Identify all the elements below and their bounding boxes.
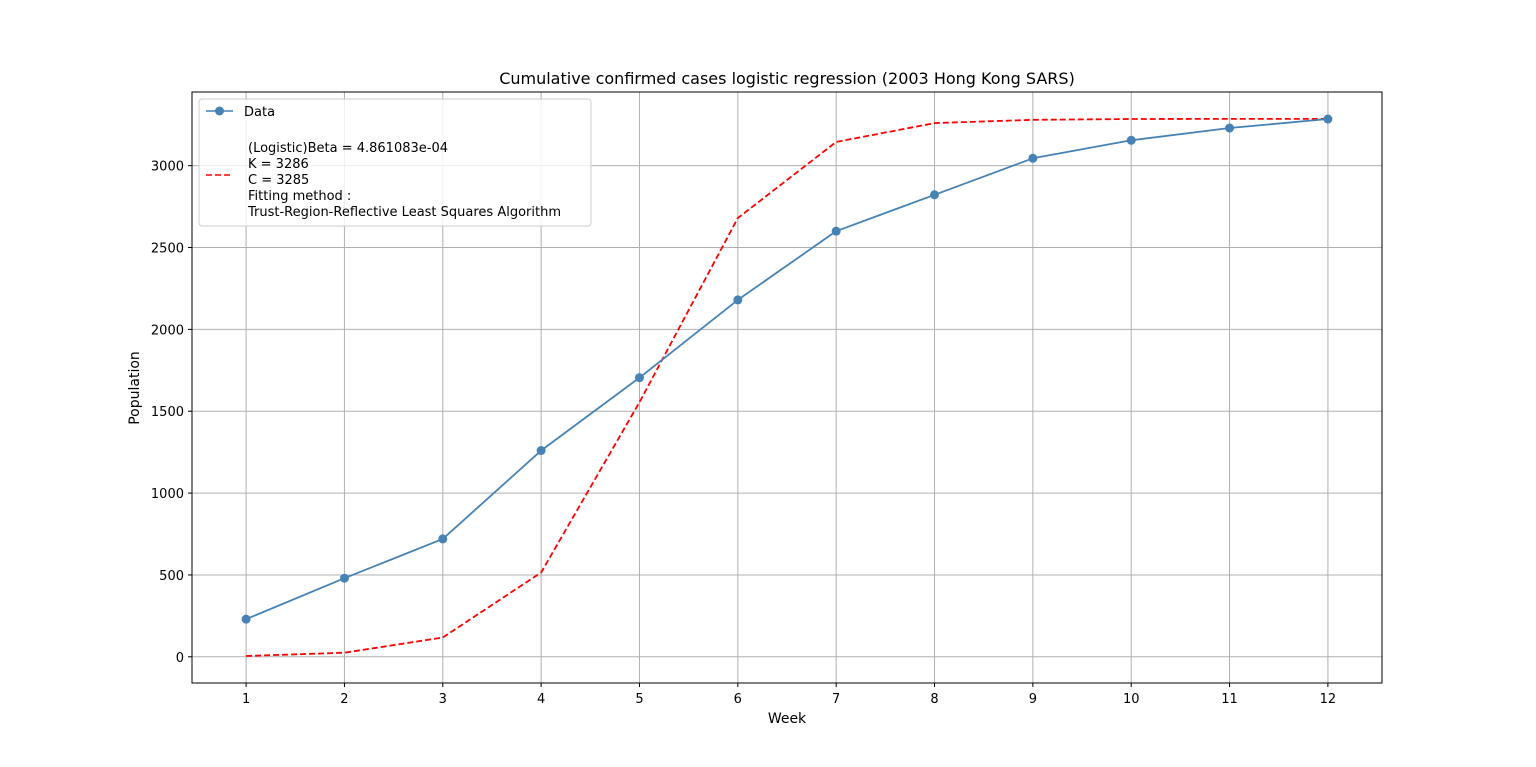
x-tick-label: 9 (1029, 692, 1037, 707)
x-axis: 1 2 3 4 5 6 7 8 9 10 11 12 (242, 683, 1336, 707)
x-tick-label: 4 (537, 692, 545, 707)
y-tick-label: 2000 (151, 323, 184, 338)
x-tick-label: 3 (439, 692, 447, 707)
fit-series-line (246, 117, 1328, 657)
plot-frame (191, 91, 1383, 684)
data-point (1028, 153, 1038, 163)
legend-data-label: Data (244, 105, 275, 120)
x-tick-label: 2 (340, 692, 348, 707)
x-tick-label: 1 (242, 692, 250, 707)
data-point (1225, 123, 1235, 133)
x-tick-label: 5 (635, 692, 643, 707)
y-tick-label: 2500 (151, 242, 184, 257)
y-axis: 0 500 1000 1500 2000 2500 3000 (151, 160, 192, 666)
legend-fit-line-3: C = 3285 (248, 173, 309, 188)
data-point (1126, 135, 1136, 145)
legend-fit-line-4: Fitting method : (248, 189, 351, 204)
data-point (733, 295, 743, 305)
data-point (831, 226, 841, 236)
legend-data-marker-sample (215, 106, 224, 116)
x-tick-label: 12 (1320, 692, 1337, 707)
data-point (1323, 114, 1333, 124)
y-tick-label: 0 (176, 651, 184, 666)
legend-fit-line-5: Trust-Region-Reflective Least Squares Al… (247, 205, 561, 220)
legend-fit-line-2: K = 3286 (248, 157, 309, 172)
data-point (438, 534, 448, 544)
x-tick-label: 6 (734, 692, 742, 707)
x-axis-title: Week (768, 711, 807, 727)
chart-title: Cumulative confirmed cases logistic regr… (499, 69, 1075, 88)
legend-box (198, 98, 592, 227)
y-tick-label: 500 (159, 569, 184, 584)
y-tick-label: 1500 (151, 405, 184, 420)
data-point (241, 614, 251, 624)
series-layer (241, 114, 1333, 657)
x-tick-label: 10 (1123, 692, 1140, 707)
x-tick-label: 8 (930, 692, 938, 707)
y-tick-label: 1000 (151, 487, 184, 502)
legend: Data (Logistic)Beta = 4.861083e-04 K = 3… (198, 98, 592, 227)
x-tick-label: 11 (1221, 692, 1238, 707)
data-point (930, 190, 940, 200)
data-point (339, 573, 349, 583)
y-axis-title: Population (127, 351, 143, 425)
x-tick-label: 7 (832, 692, 840, 707)
data-point (536, 446, 546, 456)
data-series-line (245, 118, 1328, 620)
y-tick-label: 3000 (151, 160, 184, 175)
legend-fit-line-1: (Logistic)Beta = 4.861083e-04 (248, 141, 448, 156)
data-point (634, 373, 644, 383)
